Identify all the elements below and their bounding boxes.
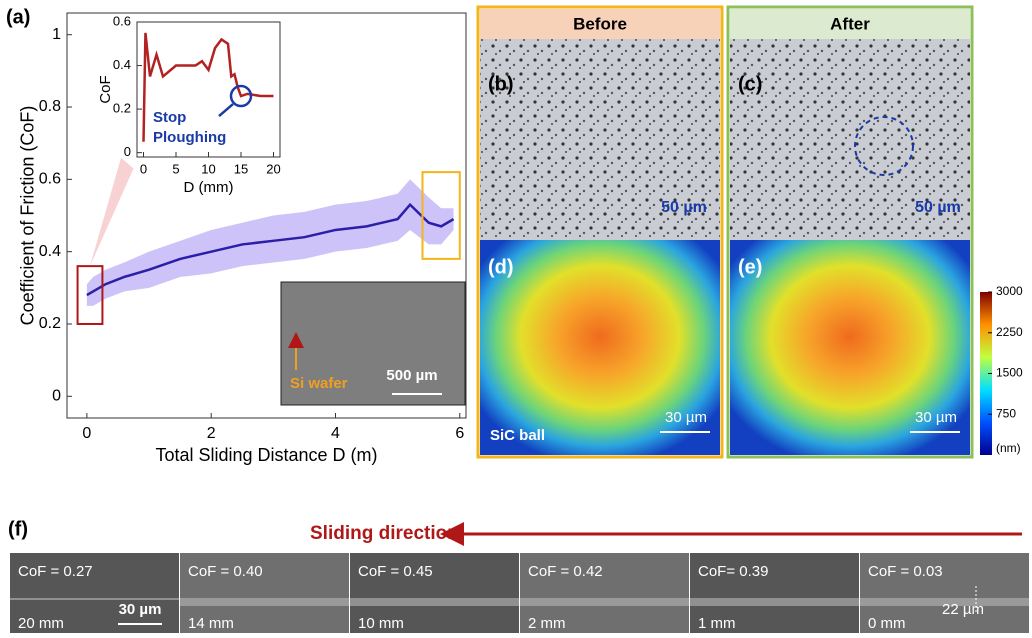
plot-area (136, 21, 281, 158)
y-tick-label: 0 (52, 388, 61, 405)
x-tick-label: 0 (82, 425, 91, 442)
panel-label: (b) (488, 73, 514, 95)
y-tick-label: 0 (124, 144, 131, 159)
scratch (350, 598, 519, 606)
strip-distance: 0 mm (868, 615, 906, 632)
y-tick-label: 0.4 (39, 243, 61, 260)
x-tick-label: 0 (140, 161, 147, 176)
strip-distance: 14 mm (188, 615, 234, 632)
direction-label: Sliding direction (310, 523, 459, 544)
panel-label: (c) (738, 73, 762, 95)
scale-label: 30 µm (665, 409, 707, 426)
x-axis-label: D (mm) (184, 179, 234, 196)
strip-distance: 20 mm (18, 615, 64, 632)
strip-image (350, 553, 519, 633)
y-axis-label: Coefficient of Friction (CoF) (17, 106, 37, 326)
colorbar-unit: (nm) (996, 441, 1021, 455)
strip-distance: 2 mm (528, 615, 566, 632)
height-map (480, 240, 720, 455)
header (480, 9, 720, 39)
scale-label: 50 µm (915, 199, 961, 216)
panel-label: (e) (738, 256, 762, 278)
scratch (690, 598, 859, 606)
scale-label: 30 µm (119, 601, 162, 618)
strip-image (10, 553, 179, 633)
line (142, 32, 274, 142)
scratch (10, 598, 179, 600)
panel-label: (a) (6, 6, 30, 28)
annotation: Ploughing (153, 129, 226, 146)
strip-cof: CoF = 0.27 (18, 563, 93, 580)
strips: CoF = 0.27 20 mm CoF = 0.40 14 mm CoF = 0.45… (10, 553, 1029, 633)
strip-image (520, 553, 689, 633)
annotation: Stop (153, 109, 186, 126)
colorbar-tick-label: 2250 (996, 325, 1023, 339)
x-tick-label: 6 (455, 425, 464, 442)
strip-image (860, 553, 1029, 633)
strip-distance: 10 mm (358, 615, 404, 632)
y-tick-label: 0.4 (113, 57, 131, 72)
y-tick-label: 0.8 (39, 98, 61, 115)
y-axis-label: CoF (97, 75, 114, 103)
y-tick-label: 0.6 (39, 171, 61, 188)
x-tick-label: 15 (234, 161, 248, 176)
scratch (180, 598, 349, 606)
y-tick-label: 1 (52, 26, 61, 43)
wafer-image (280, 281, 466, 406)
wafer-label: Si wafer (290, 375, 348, 392)
x-axis-label: Total Sliding Distance D (m) (155, 445, 377, 465)
y-tick-label: 0.2 (39, 315, 61, 332)
scratch (520, 598, 689, 606)
header (730, 9, 970, 39)
colorbar-tick-label: 750 (996, 406, 1016, 420)
width-label: 22 µm (942, 601, 984, 618)
strip-distance: 1 mm (698, 615, 736, 632)
colorbar-tick-label: 3000 (996, 284, 1023, 298)
strip-cof: CoF= 0.39 (698, 563, 768, 580)
strip-cof: CoF = 0.03 (868, 563, 943, 580)
marker-circle (229, 84, 253, 108)
line (86, 202, 455, 297)
strip-image (180, 553, 349, 633)
panel-label: (f) (8, 518, 28, 540)
x-tick-label: 4 (331, 425, 340, 442)
panel-label: (d) (488, 256, 514, 278)
scratch (860, 598, 1029, 606)
photo (730, 39, 970, 240)
scale-label: 30 µm (915, 409, 957, 426)
pointer (218, 103, 234, 117)
circle (854, 116, 914, 176)
x-tick-label: 10 (201, 161, 215, 176)
strip-cof: CoF = 0.40 (188, 563, 263, 580)
y-tick-label: 0.2 (113, 101, 131, 116)
strip-image (690, 553, 859, 633)
strip-cof: CoF = 0.45 (358, 563, 433, 580)
colorbar-tick-label: 1500 (996, 366, 1023, 380)
x-tick-label: 2 (207, 425, 216, 442)
frame (726, 5, 974, 459)
band (86, 179, 454, 306)
photo (480, 39, 720, 240)
frame (476, 5, 724, 459)
scale-label: 50 µm (661, 199, 707, 216)
header-text: After (830, 14, 870, 33)
x-tick-label: 5 (172, 161, 179, 176)
header-text: Before (573, 14, 627, 33)
highlight (421, 171, 461, 260)
y-tick-label: 0.6 (113, 13, 131, 28)
callout (89, 157, 134, 267)
height-map (730, 240, 970, 455)
strip-cof: CoF = 0.42 (528, 563, 603, 580)
scale-label: 500 µm (386, 367, 437, 384)
ball-label: SiC ball (490, 427, 545, 444)
x-tick-label: 20 (266, 161, 280, 176)
